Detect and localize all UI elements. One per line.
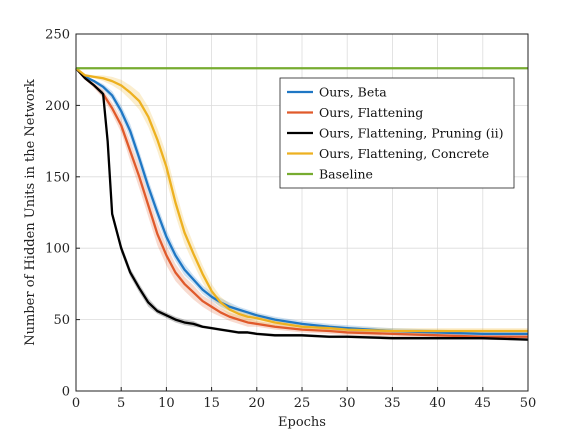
band-ours-beta [76,68,528,337]
y-tick-label: 0 [62,385,70,400]
legend: Ours, Beta Ours, Flattening Ours, Flatteni… [279,77,515,189]
x-axis-label: Epochs [278,415,326,430]
line-layer [75,67,529,341]
y-tick-label: 100 [45,242,70,257]
tick-layer: 0 5 10 15 20 25 30 35 40 45 50 0 50 100 150 200 250 [45,28,536,412]
x-tick-label: 15 [203,396,220,411]
line-ours-flattening [75,67,528,338]
legend-label: Baseline [319,167,373,182]
x-tick-label: 40 [429,396,446,411]
x-tick-label: 25 [294,396,311,411]
legend-label: Ours, Flattening, Concrete [319,146,489,161]
line-ours-beta [75,67,528,336]
band-layer [76,68,528,342]
line-ours-flattening-pruning-ii [75,67,529,341]
y-tick-label: 250 [45,28,70,43]
x-tick-label: 30 [339,396,356,411]
legend-label: Ours, Beta [319,85,387,100]
x-tick-label: 5 [117,396,125,411]
legend-box [279,77,515,189]
line-ours-flattening-concrete [75,67,528,333]
x-tick-label: 45 [475,396,492,411]
y-axis-label: Number of Hidden Units in the Network [23,79,38,346]
x-tick-label: 20 [249,396,266,411]
legend-label: Ours, Flattening, Pruning (ii) [319,126,504,141]
x-tick-label: 35 [384,396,401,411]
x-tick-label: 0 [72,396,80,411]
y-tick-label: 200 [45,99,70,114]
legend-label: Ours, Flattening [319,105,423,120]
x-tick-label: 10 [158,396,175,411]
y-tick-label: 150 [45,170,70,185]
y-tick-label: 50 [53,313,70,328]
x-tick-label: 50 [520,396,537,411]
